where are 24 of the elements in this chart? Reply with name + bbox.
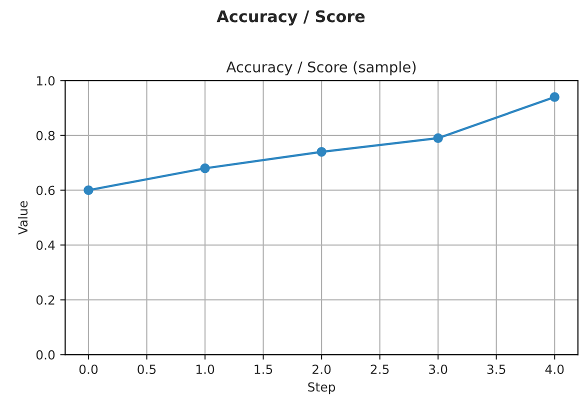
- point: [200, 163, 210, 174]
- x-tick-label: 3.5: [487, 364, 506, 374]
- y-tick-label: 0.2: [36, 295, 54, 305]
- x-axis-title: Step: [308, 382, 336, 394]
- x-tick-label: 2.5: [370, 364, 389, 374]
- x-tick-label: 3.0: [429, 364, 448, 374]
- chart-title: Accuracy / Score: [216, 10, 365, 26]
- x-tick-label: 2.0: [312, 364, 331, 374]
- y-tick-label: 0.4: [36, 240, 55, 250]
- y-tick-label: 0.0: [36, 350, 55, 360]
- chart-subtitle: Accuracy / Score (sample): [226, 61, 416, 76]
- y-tick-label: 0.6: [36, 186, 55, 196]
- y-tick-label: 1.0: [36, 76, 55, 86]
- y-tick-label: 0.8: [36, 130, 55, 140]
- x-tick-label: 4.0: [545, 364, 564, 374]
- point: [550, 92, 560, 102]
- x-tick-label: 1.0: [196, 364, 214, 374]
- point: [316, 146, 326, 157]
- point: [433, 133, 443, 144]
- x-tick-label: 0.0: [79, 364, 98, 374]
- x-tick-label: 0.5: [138, 364, 156, 374]
- point: [84, 185, 94, 196]
- x-tick-label: 1.5: [254, 364, 272, 374]
- y-axis-title: Value: [18, 201, 28, 235]
